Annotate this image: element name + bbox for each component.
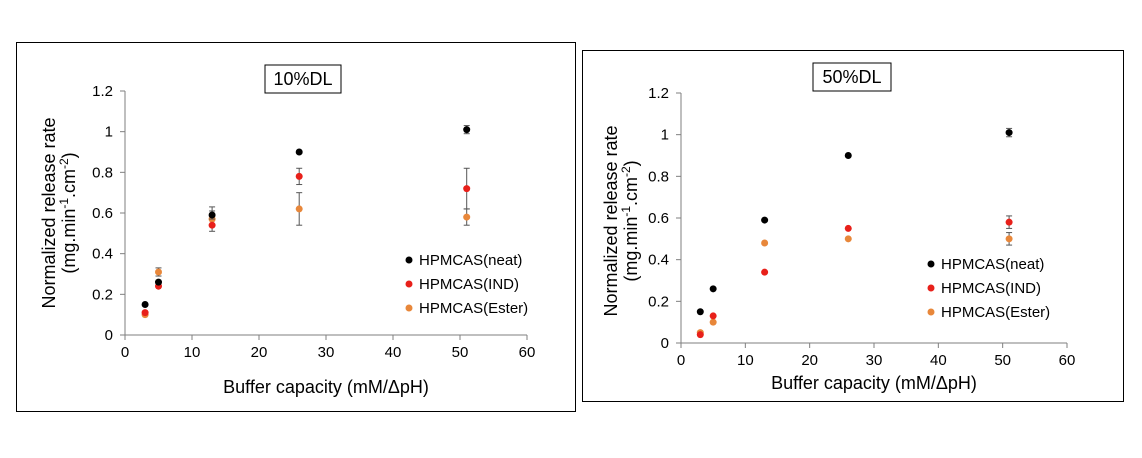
x-tick-label: 10 — [184, 344, 201, 361]
data-point — [844, 152, 852, 159]
legend-label: HPMCAS(neat) — [941, 256, 1044, 273]
chart-title: 10%DL — [273, 69, 332, 89]
chart-panel-10dl: 0 10 20 30 40 50 60 0 0.2 0.4 0.6 0.8 1 1.2 Buffer cap… — [16, 42, 576, 412]
y-tick-label: 0.4 — [92, 246, 113, 263]
y-axis-unit-superscript: -2 — [619, 166, 633, 177]
x-tick-label: 50 — [994, 352, 1011, 369]
y-axis-title-line2: (mg.min-1.cm-2) — [619, 160, 641, 281]
chart-title-box — [812, 62, 892, 92]
data-point — [844, 235, 852, 243]
legend-marker — [927, 260, 935, 268]
data-point — [761, 268, 769, 276]
x-axis-title: Buffer capacity (mM/ΔpH) — [771, 373, 977, 393]
y-axis-title-line1: Normalized release rate — [601, 125, 621, 316]
data-point — [709, 285, 717, 293]
data-point — [463, 213, 471, 221]
y-axis-unit-text: (mg.min — [621, 217, 641, 282]
data-point — [295, 148, 303, 156]
legend-marker — [405, 280, 413, 288]
x-tick-label: 0 — [677, 352, 685, 369]
y-axis-unit-text: .cm — [59, 169, 79, 198]
data-point — [696, 331, 704, 339]
x-axis-title: Buffer capacity (mM/ΔpH) — [223, 377, 429, 397]
chart-title-box — [264, 64, 342, 94]
y-axis-unit-superscript: -1 — [57, 198, 71, 209]
data-point — [141, 301, 149, 308]
x-tick-label: 20 — [251, 344, 268, 361]
data-point — [709, 318, 717, 326]
y-axis-title-line2: (mg.min-1.cm-2) — [57, 152, 79, 273]
y-tick-label: 0.8 — [92, 164, 113, 181]
y-axis-unit-text: (mg.min — [59, 209, 79, 274]
legend-marker — [927, 308, 935, 316]
x-tick-label: 10 — [737, 352, 754, 369]
chart-panel-50dl: 0 10 20 30 40 50 60 0 0.2 0.4 0.6 0.8 1 1.2 Buffer cap… — [582, 50, 1124, 402]
legend-label: HPMCAS(neat) — [419, 252, 522, 269]
data-point — [295, 205, 303, 213]
x-tick-label: 40 — [930, 352, 947, 369]
y-axis-title: Normalized release rate (mg.min-1.cm-2) — [39, 117, 79, 308]
data-point — [1005, 218, 1013, 226]
legend-marker — [405, 256, 413, 264]
y-tick-label: 0.6 — [92, 205, 113, 222]
data-point — [696, 308, 704, 316]
legend-marker — [927, 284, 935, 292]
y-tick-label: 0 — [105, 327, 113, 344]
y-tick-label: 1.2 — [648, 85, 669, 102]
legend-marker — [405, 304, 413, 312]
chart-10dl-svg: 0 10 20 30 40 50 60 0 0.2 0.4 0.6 0.8 1 1.2 Buffer cap… — [39, 64, 536, 397]
y-tick-label: 0.8 — [648, 168, 669, 185]
y-tick-label: 0.6 — [648, 210, 669, 227]
x-tick-label: 30 — [318, 344, 335, 361]
x-tick-label: 0 — [121, 344, 129, 361]
data-point — [295, 172, 303, 180]
x-tick-label: 30 — [866, 352, 883, 369]
y-axis-unit-superscript: -2 — [57, 158, 71, 169]
x-tick-label: 40 — [385, 344, 402, 361]
data-point — [155, 278, 162, 286]
x-tick-label: 50 — [452, 344, 469, 361]
data-point — [208, 211, 216, 219]
x-tick-label: 60 — [519, 344, 536, 361]
y-tick-label: 0.2 — [92, 286, 113, 303]
data-point — [141, 309, 149, 317]
data-point — [463, 126, 471, 134]
data-point — [761, 239, 769, 247]
y-axis-unit-superscript: -1 — [619, 206, 633, 217]
y-axis-unit-text: .cm — [621, 177, 641, 206]
y-tick-label: 1.2 — [92, 83, 113, 100]
y-tick-label: 0.4 — [648, 252, 669, 269]
y-axis-unit-text: ) — [621, 160, 641, 166]
y-tick-label: 0.2 — [648, 293, 669, 310]
data-point — [155, 268, 162, 276]
x-tick-label: 60 — [1059, 352, 1076, 369]
data-point — [1005, 129, 1013, 137]
legend-label: HPMCAS(Ester) — [941, 304, 1050, 321]
y-axis-title: Normalized release rate (mg.min-1.cm-2) — [601, 125, 641, 316]
legend-label: HPMCAS(IND) — [419, 276, 519, 293]
y-axis-unit-text: ) — [59, 152, 79, 158]
data-point — [208, 221, 216, 229]
legend-label: HPMCAS(Ester) — [419, 300, 528, 317]
data-point — [761, 216, 769, 224]
chart-title: 50%DL — [822, 67, 881, 87]
y-tick-label: 1 — [105, 124, 113, 141]
legend-label: HPMCAS(IND) — [941, 280, 1041, 297]
y-axis-title-line1: Normalized release rate — [39, 117, 59, 308]
data-point — [709, 312, 717, 320]
data-point — [844, 224, 852, 232]
chart-50dl-svg: 0 10 20 30 40 50 60 0 0.2 0.4 0.6 0.8 1 1.2 Buffer cap… — [601, 62, 1076, 393]
data-point — [1005, 235, 1013, 243]
x-tick-label: 20 — [801, 352, 818, 369]
y-tick-label: 1 — [661, 127, 669, 144]
data-point — [463, 185, 471, 193]
y-tick-label: 0 — [661, 335, 669, 352]
